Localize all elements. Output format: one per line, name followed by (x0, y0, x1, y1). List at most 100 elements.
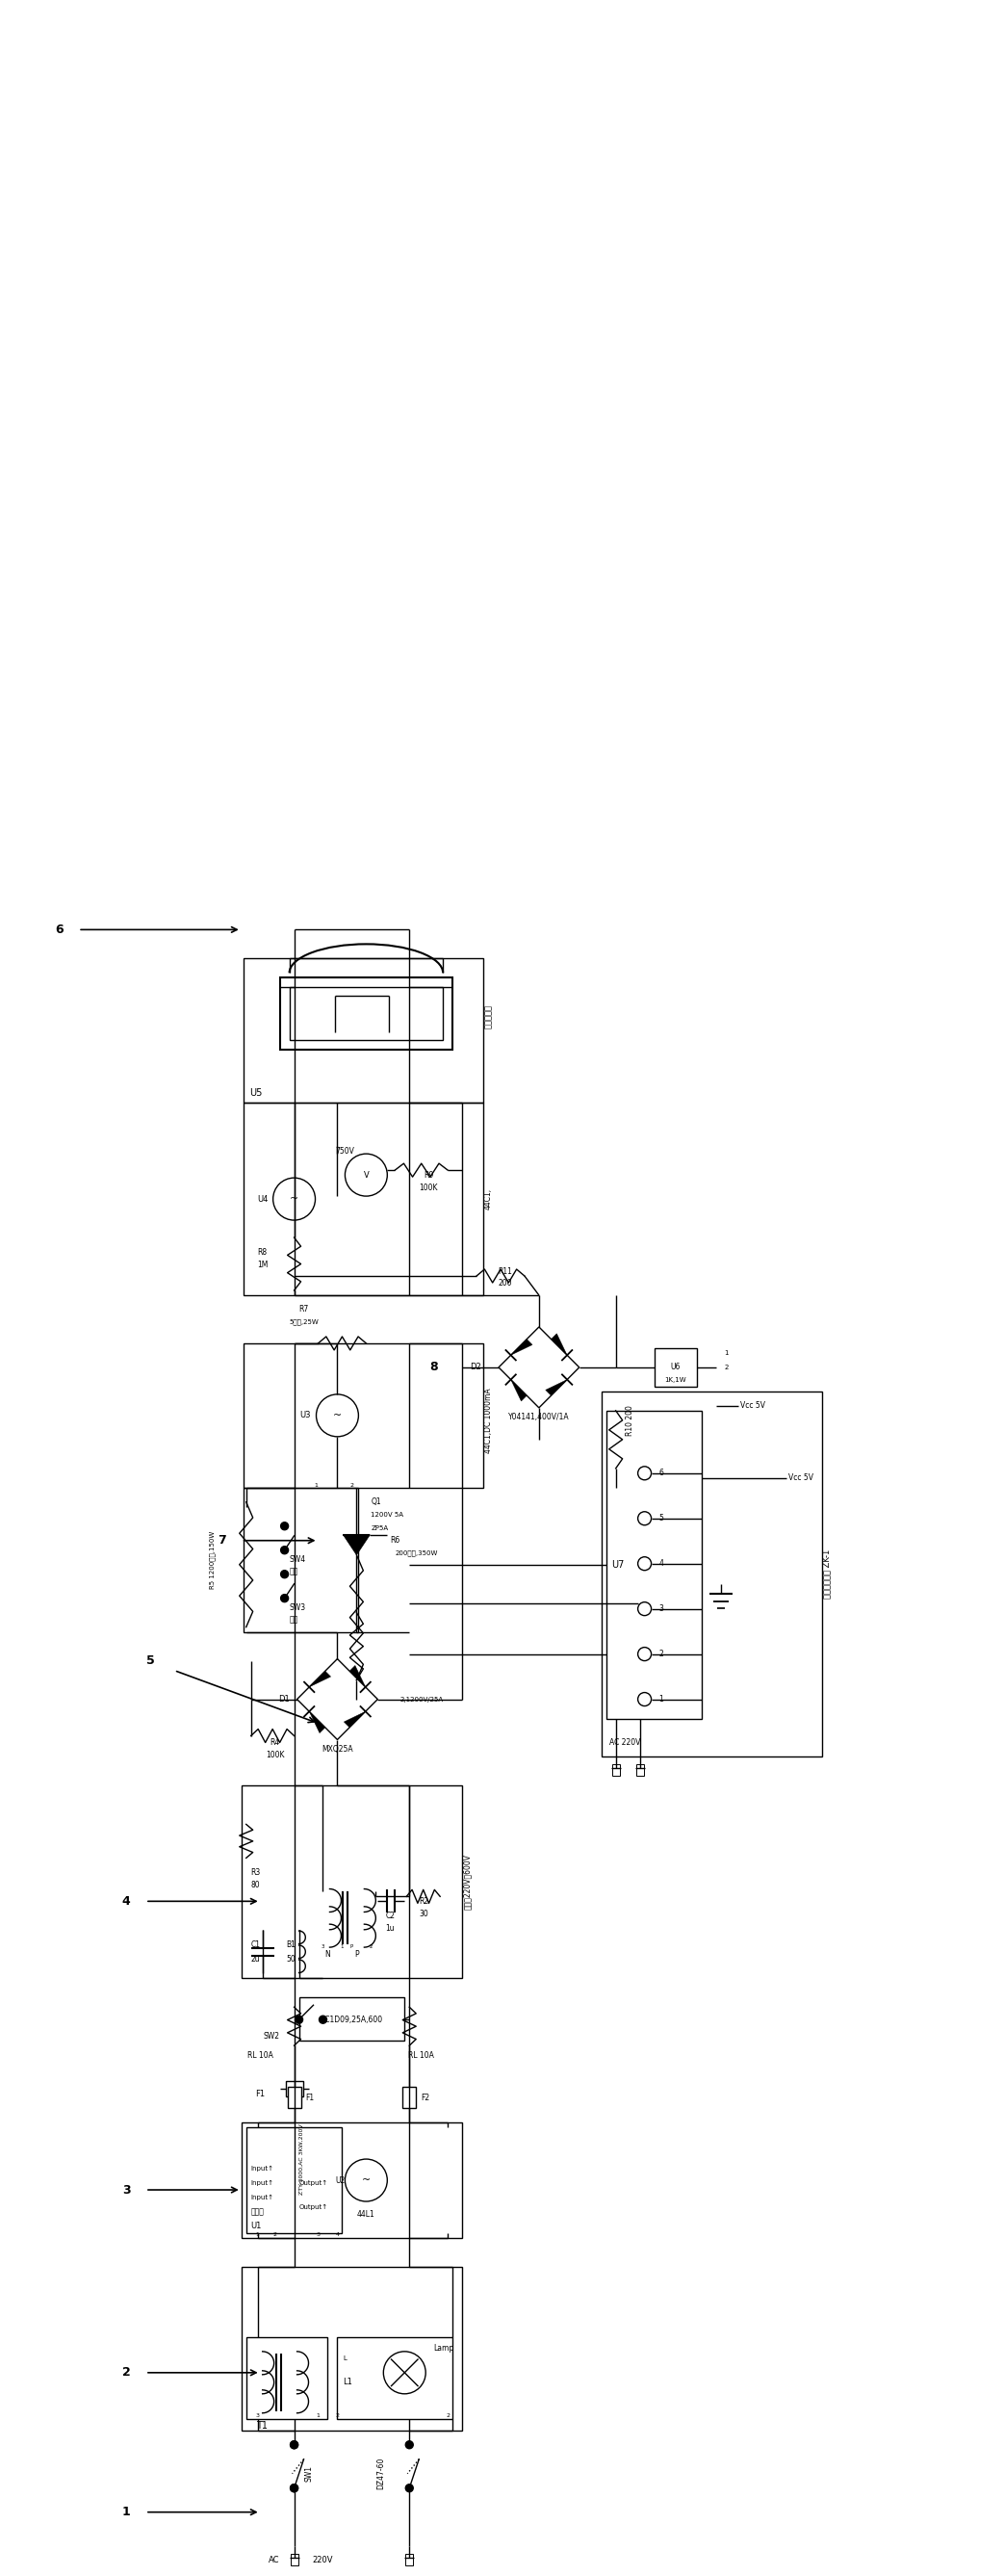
Text: U6: U6 (671, 1363, 681, 1370)
Text: R6: R6 (390, 1535, 400, 1546)
Circle shape (406, 2483, 414, 2491)
Bar (290, 2553, 298, 2566)
Text: AC 220V: AC 220V (609, 1739, 641, 1747)
Bar (243, 1342, 483, 1486)
Text: P: P (354, 1950, 358, 1958)
Text: V: V (363, 1170, 368, 1180)
Bar (636, 1765, 644, 1777)
Text: 1: 1 (340, 1945, 343, 1950)
Text: U3: U3 (299, 1412, 310, 1419)
Text: 2u: 2u (251, 1955, 260, 1963)
Text: 空心阴极灯: 空心阴极灯 (484, 1005, 492, 1028)
Text: Output↑: Output↑ (299, 2179, 328, 2187)
Text: P: P (350, 1945, 353, 1950)
Text: ~: ~ (290, 1195, 298, 1203)
Text: R10 200: R10 200 (625, 1404, 635, 1435)
Text: Input↑: Input↑ (251, 2195, 274, 2200)
Text: SW4: SW4 (289, 1556, 306, 1564)
Text: 3: 3 (316, 2233, 320, 2239)
Circle shape (319, 2017, 326, 2022)
Text: 44C1,: 44C1, (484, 1188, 492, 1211)
Bar (241, 2123, 462, 2239)
Circle shape (290, 2483, 298, 2491)
Text: 80: 80 (251, 1880, 260, 1888)
Text: U1: U1 (251, 2223, 262, 2231)
Text: SW3: SW3 (289, 1602, 306, 1613)
Text: 2: 2 (121, 2367, 131, 2378)
Polygon shape (343, 1535, 370, 1556)
Text: T1: T1 (256, 2421, 267, 2429)
Circle shape (290, 2483, 298, 2491)
Text: 100K: 100K (266, 1752, 284, 1759)
Polygon shape (309, 1672, 330, 1687)
Text: F1: F1 (256, 2089, 265, 2097)
Text: 2: 2 (659, 1649, 664, 1659)
Bar (601, 1391, 822, 1757)
Text: R9: R9 (424, 1170, 434, 1180)
Text: 5: 5 (659, 1515, 664, 1522)
Circle shape (290, 2442, 298, 2450)
Text: 200: 200 (498, 1278, 512, 1288)
Text: 1: 1 (659, 1695, 664, 1703)
Text: 44L1: 44L1 (357, 2210, 375, 2218)
Text: 50: 50 (286, 1955, 296, 1963)
Text: 1: 1 (316, 2414, 320, 2419)
Text: 1: 1 (724, 1350, 728, 1355)
Text: 2: 2 (349, 1484, 353, 1489)
Text: L: L (343, 2354, 346, 2362)
Text: B1: B1 (286, 1940, 296, 1950)
Text: 1: 1 (314, 1484, 318, 1489)
Circle shape (406, 2442, 414, 2450)
Text: 3: 3 (321, 1945, 324, 1950)
Text: SW2: SW2 (263, 2032, 280, 2040)
Text: 1M: 1M (257, 1260, 268, 1270)
Text: 4: 4 (659, 1558, 664, 1569)
Polygon shape (545, 1381, 567, 1396)
Text: 4: 4 (335, 2233, 339, 2239)
Text: D1: D1 (278, 1695, 289, 1703)
Text: 稳压器: 稳压器 (251, 2208, 264, 2215)
Bar (285, 2081, 303, 2097)
Text: 1K,1W: 1K,1W (665, 1378, 686, 1383)
Bar (243, 1103, 483, 1296)
Text: R11: R11 (498, 1267, 512, 1275)
Bar (406, 2553, 414, 2566)
Circle shape (281, 1595, 288, 1602)
Bar (280, 979, 453, 1051)
Text: L1: L1 (343, 2378, 352, 2385)
Text: ~: ~ (333, 1412, 341, 1419)
Text: 6: 6 (659, 1468, 664, 1479)
Text: 30: 30 (419, 1909, 429, 1919)
Circle shape (281, 1546, 288, 1553)
Bar (241, 1785, 462, 1978)
Bar (243, 1486, 358, 1633)
Text: 1200V 5A: 1200V 5A (370, 1512, 404, 1517)
Text: Input↑: Input↑ (251, 2179, 274, 2187)
Bar (241, 2267, 462, 2429)
Text: ~: ~ (361, 2174, 370, 2184)
Text: U4: U4 (257, 1195, 268, 1203)
Bar (289, 987, 443, 1041)
Text: 3: 3 (256, 2414, 260, 2419)
Text: 1u: 1u (386, 1924, 395, 1932)
Text: 4: 4 (121, 1896, 131, 1909)
Text: R3: R3 (251, 1868, 261, 1878)
Polygon shape (349, 1667, 365, 1687)
Bar (606, 1412, 702, 1718)
Text: R2: R2 (419, 1896, 429, 1906)
Text: 可控硅控制器 ZK-1: 可控硅控制器 ZK-1 (822, 1551, 831, 1600)
Text: 1: 1 (256, 2233, 259, 2239)
Bar (287, 2087, 301, 2107)
Text: Q1: Q1 (370, 1497, 382, 1507)
Text: LC1D09,25A,600: LC1D09,25A,600 (321, 2014, 383, 2025)
Text: 升压器220V升600V: 升压器220V升600V (463, 1855, 471, 1909)
Text: Lamp: Lamp (434, 2344, 454, 2352)
Text: 2: 2 (446, 2414, 450, 2419)
Text: Vcc 5V: Vcc 5V (741, 1401, 766, 1409)
Bar (243, 958, 483, 1103)
Text: U7: U7 (611, 1558, 623, 1569)
Text: R5 1200欧姆,150W: R5 1200欧姆,150W (210, 1530, 216, 1589)
Bar (403, 2087, 416, 2107)
Text: RL 10A: RL 10A (248, 2050, 273, 2061)
Text: F2: F2 (421, 2094, 430, 2102)
